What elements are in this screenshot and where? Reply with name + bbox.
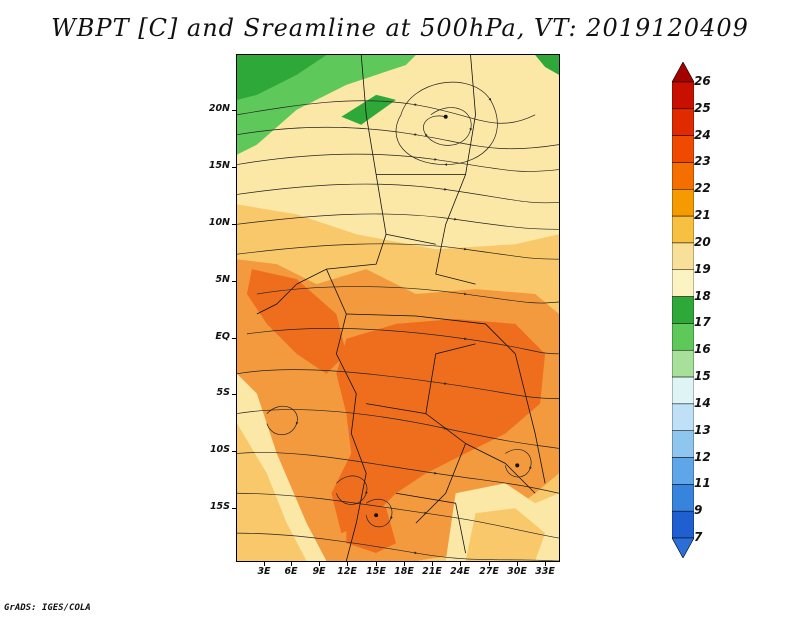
lon-tick-label: 3E [257, 566, 271, 577]
colorbar-segment [672, 108, 694, 136]
chart-title: WBPT [C] and Sreamline at 500hPa, VT: 20… [51, 14, 749, 42]
colorbar-label: 21 [694, 208, 711, 223]
lon-tick-mark [291, 561, 292, 566]
colorbar-label: 16 [694, 342, 711, 357]
lon-tick-label: 18E [394, 566, 414, 577]
lat-tick-label: 20N [208, 103, 230, 114]
lat-tick-mark [232, 451, 237, 452]
lon-tick-label: 21E [422, 566, 442, 577]
colorbar-segment [672, 162, 694, 190]
lat-tick-mark [232, 110, 237, 111]
lon-tick-mark [489, 561, 490, 566]
colorbar-label: 25 [694, 100, 711, 115]
lat-tick-mark [232, 224, 237, 225]
colorbar-segment [672, 323, 694, 351]
colorbar-label: 20 [694, 234, 711, 249]
colorbar-segment [672, 457, 694, 485]
lat-tick-label: 15S [209, 501, 230, 512]
colorbar-label: 18 [694, 288, 711, 303]
lon-tick-mark [404, 561, 405, 566]
colorbar-segment [672, 215, 694, 244]
colorbar-top-arrow [672, 62, 694, 83]
lat-tick-mark [232, 281, 237, 282]
colorbar-label: 7 [694, 530, 703, 544]
colorbar-label: 9 [694, 503, 703, 518]
lon-tick-label: 24E [450, 566, 470, 577]
lon-tick-mark [376, 561, 377, 566]
colorbar-label: 12 [694, 449, 711, 464]
colorbar-segment [672, 269, 694, 297]
colorbar-segment [672, 484, 694, 512]
lat-tick-label: 5N [215, 274, 230, 285]
colorbar-label: 26 [694, 74, 711, 88]
colorbar-segment [672, 510, 694, 539]
footer-credit: GrADS: IGES/COLA [4, 603, 91, 613]
lon-tick-mark [319, 561, 320, 566]
lon-tick-mark [517, 561, 518, 566]
colorbar-label: 15 [694, 369, 711, 384]
lon-tick-label: 30E [507, 566, 527, 577]
colorbar-label: 11 [694, 476, 711, 491]
colorbar-segment [672, 135, 694, 163]
lon-tick-mark [347, 561, 348, 566]
colorbar-segment [672, 189, 694, 217]
colorbar-label: 22 [694, 181, 711, 196]
colorbar-segment [672, 430, 694, 458]
lat-tick-label: 10N [208, 217, 230, 228]
colorbar-segment [672, 349, 694, 378]
colorbar-label: 23 [694, 154, 711, 169]
lat-tick-mark [232, 394, 237, 395]
lat-tick-label: 15N [208, 160, 230, 171]
lon-tick-label: 9E [312, 566, 326, 577]
lat-tick-mark [232, 508, 237, 509]
colorbar-segment [672, 296, 694, 324]
colorbar-label: 19 [694, 261, 711, 276]
lat-tick-label: EQ [215, 331, 230, 342]
colorbar-segment [672, 376, 694, 405]
colorbar-segment [672, 403, 694, 431]
colorbar-label: 24 [694, 127, 711, 142]
wbpt-field-map [237, 55, 559, 561]
colorbar-label: 14 [694, 395, 711, 410]
lat-tick-mark [232, 338, 237, 339]
colorbar-segment [672, 81, 694, 110]
lon-tick-label: 12E [337, 566, 357, 577]
lat-tick-label: 5S [216, 387, 230, 398]
lat-tick-label: 10S [209, 444, 230, 455]
lat-tick-mark [232, 167, 237, 168]
lon-tick-label: 27E [479, 566, 499, 577]
colorbar-bottom-arrow [672, 537, 694, 558]
colorbar-segment [672, 242, 694, 271]
lon-tick-label: 6E [284, 566, 298, 577]
lon-tick-mark [460, 561, 461, 566]
lon-tick-mark [545, 561, 546, 566]
map-panel [236, 54, 560, 562]
wbpt-colorbar [672, 62, 694, 558]
lon-tick-label: 33E [535, 566, 555, 577]
lon-tick-mark [264, 561, 265, 566]
colorbar-label: 17 [694, 315, 711, 330]
lon-tick-label: 15E [366, 566, 386, 577]
lon-tick-mark [432, 561, 433, 566]
colorbar-label: 13 [694, 422, 711, 437]
